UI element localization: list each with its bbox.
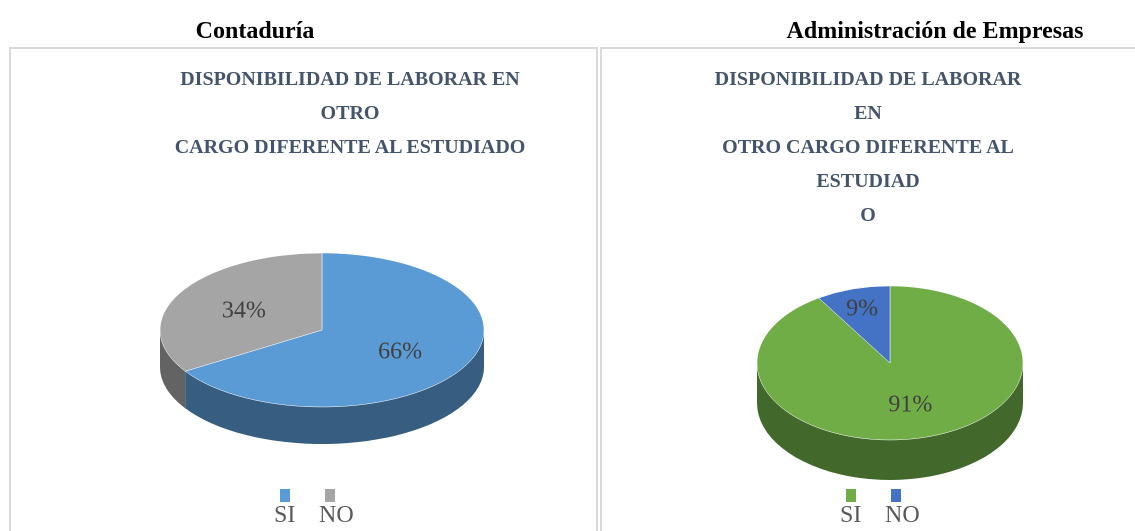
chart-title: EN: [854, 102, 882, 124]
pie-side: [160, 330, 186, 409]
data-label: 91%: [888, 392, 932, 418]
pie-slice: [159, 252, 323, 372]
pie-slice: [184, 252, 485, 408]
panel: [600, 47, 1135, 531]
chart-heading: Contaduría: [196, 18, 315, 44]
chart-title: ESTUDIAD: [816, 170, 919, 192]
chart-title: OTRO CARGO DIFERENTE AL: [722, 136, 1014, 158]
legend-swatch: [280, 489, 290, 502]
pie-slice: [818, 285, 891, 364]
chart-title: DISPONIBILIDAD DE LABORAR: [715, 68, 1022, 90]
legend-swatch: [891, 489, 901, 502]
legend-label: SI: [840, 502, 861, 528]
data-label: 9%: [846, 296, 878, 322]
chart-title: CARGO DIFERENTE AL ESTUDIADO: [175, 136, 526, 158]
chart-title: OTRO: [321, 102, 380, 124]
panel: [9, 47, 598, 531]
pie-side: [757, 363, 1023, 480]
legend-label: NO: [319, 502, 354, 528]
data-label: 34%: [222, 298, 266, 324]
chart-heading: Administración de Empresas: [787, 18, 1084, 44]
pie-side: [185, 330, 484, 444]
legend-swatch: [846, 489, 856, 502]
legend-swatch: [325, 489, 335, 502]
legend-label: SI: [274, 502, 295, 528]
data-label: 66%: [378, 338, 422, 364]
legend-label: NO: [885, 502, 920, 528]
chart-title: DISPONIBILIDAD DE LABORAR EN: [180, 68, 520, 90]
chart-title: O: [860, 204, 876, 226]
